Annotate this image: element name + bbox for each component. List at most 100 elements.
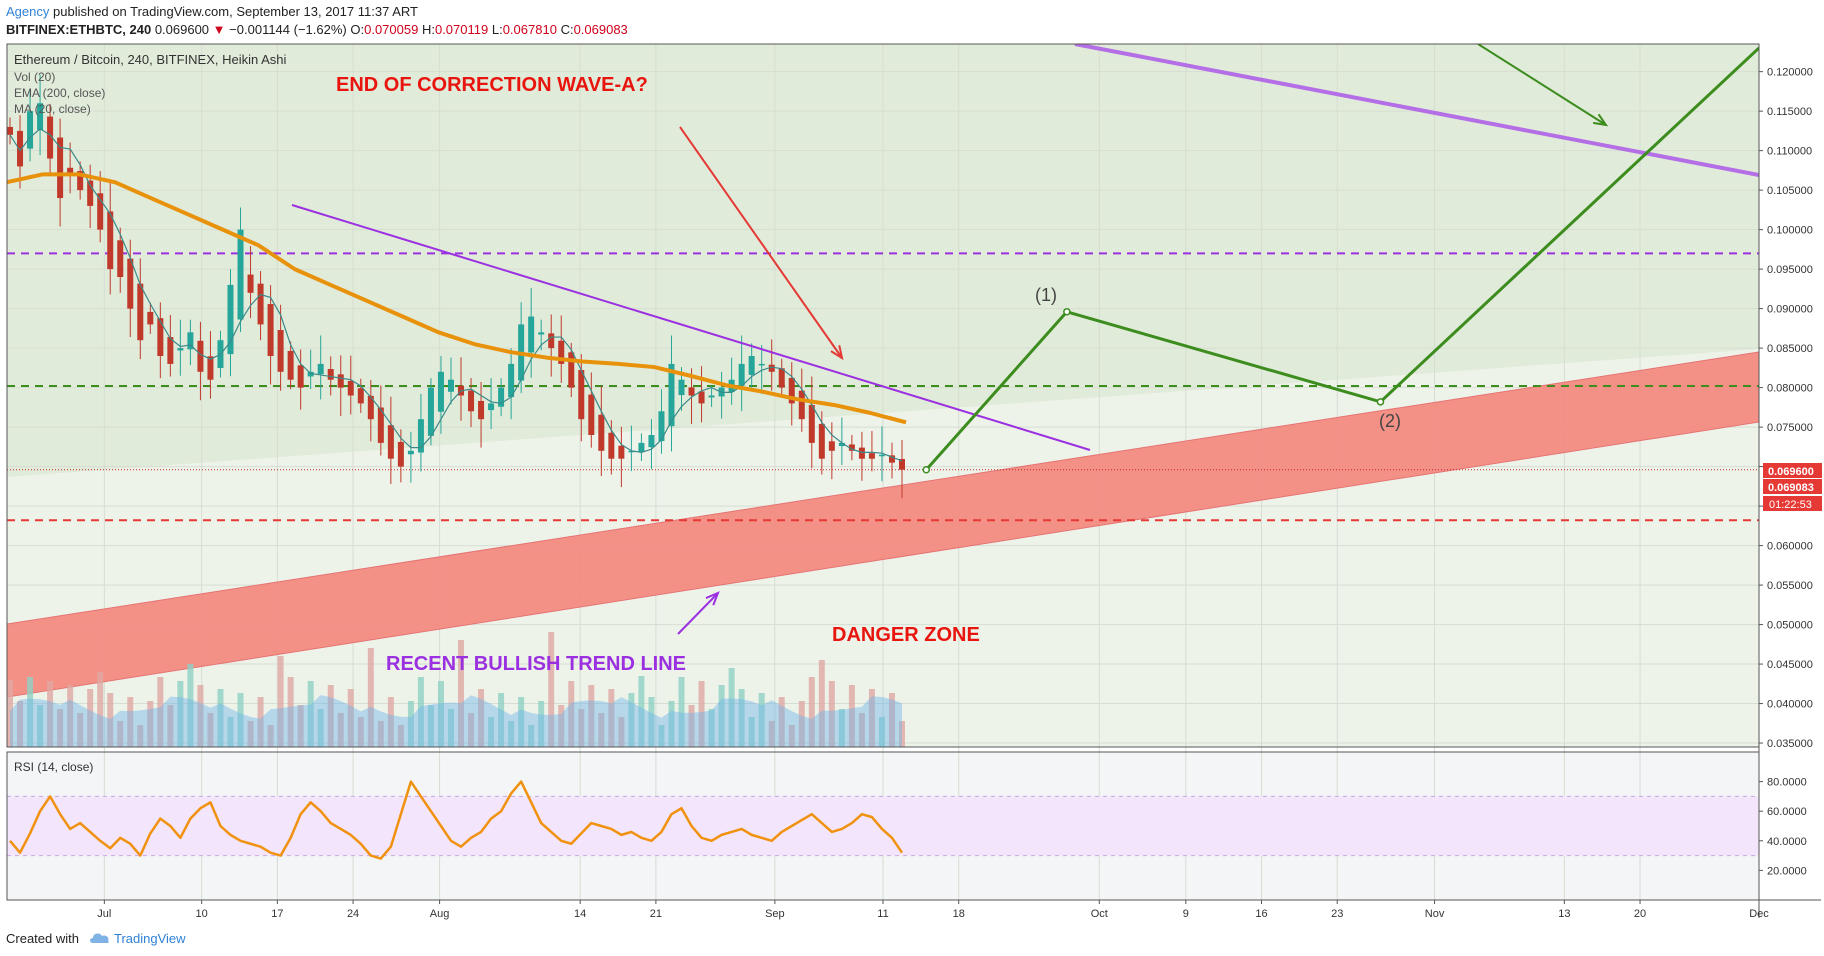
candle-body bbox=[548, 333, 555, 349]
close-label: C: bbox=[560, 22, 574, 37]
legend-volume[interactable]: Vol (20) bbox=[14, 70, 55, 84]
open-value: 0.070059 bbox=[364, 22, 419, 37]
price-change: −0.001144 (−1.62%) bbox=[229, 22, 347, 37]
time-tick-label: 13 bbox=[1558, 908, 1570, 920]
candle-body bbox=[237, 229, 244, 320]
candle-body bbox=[347, 380, 354, 396]
candle-body bbox=[588, 394, 595, 435]
candle-body bbox=[648, 434, 655, 448]
volume-bar bbox=[478, 689, 485, 747]
volume-bar bbox=[878, 717, 885, 747]
volume-bar bbox=[728, 668, 735, 747]
candle-body bbox=[277, 330, 284, 372]
axes-labels: 0.120000 0.115000 0.110000 0.105000 0.100000… bbox=[97, 67, 1813, 920]
candle-body bbox=[7, 126, 13, 135]
volume-bar bbox=[407, 701, 414, 747]
wave-2-label: (2) bbox=[1379, 411, 1401, 431]
volume-bar bbox=[267, 725, 274, 747]
last-price-tag bbox=[1763, 463, 1822, 478]
tradingview-link[interactable]: TradingView bbox=[114, 931, 186, 946]
volume-bar bbox=[808, 677, 815, 747]
candle-body bbox=[107, 211, 114, 270]
candle-body bbox=[317, 363, 324, 375]
volume-bar bbox=[688, 705, 695, 747]
volume-bar bbox=[327, 685, 334, 747]
candle-body bbox=[878, 454, 885, 457]
volume-bar bbox=[588, 685, 595, 747]
candle-body bbox=[77, 171, 84, 191]
volume-bar bbox=[167, 705, 174, 747]
volume-bar bbox=[217, 689, 224, 747]
volume-bar bbox=[137, 725, 144, 747]
volume-bar bbox=[337, 713, 344, 747]
price-tick-label: 0.105000 bbox=[1767, 185, 1813, 197]
candle-body bbox=[57, 137, 64, 199]
volume-ma-area bbox=[10, 695, 902, 747]
price-tick-label: 0.095000 bbox=[1767, 264, 1813, 276]
candle-body bbox=[558, 340, 565, 364]
time-tick-label: 20 bbox=[1634, 908, 1646, 920]
volume-bar bbox=[197, 685, 204, 747]
candle-body bbox=[638, 442, 645, 452]
down-triangle-icon: ▼ bbox=[212, 22, 226, 37]
candle-body bbox=[498, 387, 505, 407]
candle-body bbox=[888, 455, 895, 463]
rsi-graph bbox=[7, 780, 1759, 860]
candle-body bbox=[768, 364, 775, 372]
volume-bar bbox=[778, 697, 785, 747]
volume-bar bbox=[868, 689, 875, 747]
volume-bar bbox=[57, 709, 64, 747]
volume-bar bbox=[297, 705, 304, 747]
candle-body bbox=[568, 352, 575, 388]
descending-trendline bbox=[291, 204, 1091, 451]
legend-ema[interactable]: EMA (200, close) bbox=[14, 86, 105, 100]
rsi-line bbox=[9, 780, 904, 860]
high-value: 0.070119 bbox=[434, 22, 489, 37]
candle-body bbox=[27, 111, 34, 149]
open-label: O: bbox=[350, 22, 365, 37]
indicator-lines bbox=[7, 128, 907, 462]
legend-ma[interactable]: MA (20, close) bbox=[14, 102, 91, 116]
tradingview-cloud-icon bbox=[89, 932, 111, 944]
rsi-tick-label: 20.0000 bbox=[1767, 865, 1807, 877]
high-label: H: bbox=[421, 22, 435, 37]
time-tick-label: 24 bbox=[347, 908, 359, 920]
volume-bar bbox=[458, 640, 465, 747]
volume-bar bbox=[658, 725, 665, 747]
candle-body bbox=[197, 340, 204, 372]
volume-bar bbox=[858, 713, 865, 747]
candle-body bbox=[117, 240, 124, 278]
volume-bar bbox=[117, 721, 124, 747]
time-tick-label: 10 bbox=[196, 908, 208, 920]
time-tick-label: Nov bbox=[1425, 908, 1445, 920]
candle-body bbox=[818, 423, 825, 459]
author-link[interactable]: Agency bbox=[6, 4, 50, 19]
time-tick-label: Oct bbox=[1091, 908, 1108, 920]
candle-body bbox=[377, 407, 384, 443]
volume-bar bbox=[127, 697, 134, 747]
candle-body bbox=[478, 400, 485, 420]
candle-body bbox=[37, 103, 44, 130]
wave-1-label: (1) bbox=[1035, 285, 1057, 305]
volume-bar bbox=[678, 677, 685, 747]
volume-bar bbox=[628, 693, 635, 747]
last-price-tag-text: 0.069600 bbox=[1768, 466, 1814, 478]
volume-bar bbox=[397, 725, 404, 747]
annotation-bullish-trend: RECENT BULLISH TREND LINE bbox=[386, 653, 686, 675]
close-price-tag bbox=[1763, 479, 1822, 494]
candle-body bbox=[788, 377, 795, 404]
price-tick-label: 0.050000 bbox=[1767, 620, 1813, 632]
volume-bar bbox=[648, 697, 655, 747]
low-label: L: bbox=[491, 22, 503, 37]
volume-bar bbox=[578, 709, 585, 747]
volume-bar bbox=[838, 709, 845, 747]
candle-body bbox=[407, 450, 414, 455]
candle-body bbox=[67, 167, 74, 175]
volume-bar bbox=[387, 697, 394, 747]
channel-upper-edge bbox=[7, 351, 1759, 625]
time-tick-label: 21 bbox=[650, 908, 662, 920]
volume-bar bbox=[498, 693, 505, 747]
time-tick-label: 16 bbox=[1255, 908, 1267, 920]
volume-bar bbox=[598, 713, 605, 747]
